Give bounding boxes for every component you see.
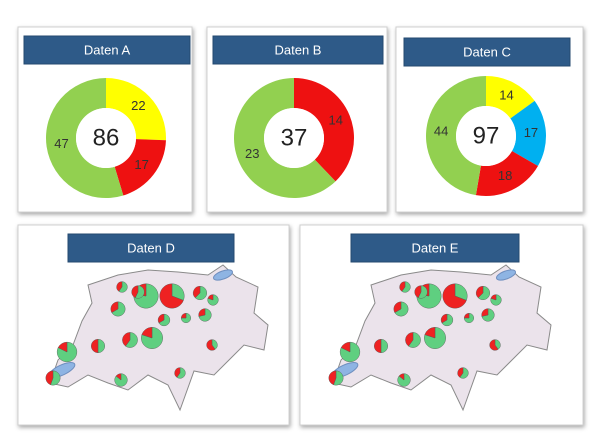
- donut-segment: [475, 151, 538, 197]
- pie-slice: [490, 294, 497, 301]
- pie-slice: [206, 339, 216, 351]
- data-label: 47: [54, 136, 68, 151]
- pie-slice: [408, 332, 421, 348]
- data-label: 14: [499, 87, 513, 102]
- pie-slice: [481, 308, 489, 317]
- panel-title: Daten E: [412, 240, 459, 255]
- panel-title: Daten D: [127, 240, 175, 255]
- pie-slice: [57, 341, 68, 353]
- pie-slice: [111, 301, 126, 317]
- lake: [496, 269, 516, 281]
- title-bar: [67, 233, 235, 263]
- donut-segment: [510, 100, 546, 166]
- pie-slice: [171, 283, 185, 301]
- pie-slice: [180, 312, 187, 319]
- donut-segment: [234, 78, 336, 198]
- donut-hole: [264, 108, 324, 168]
- title-bar: [23, 35, 191, 65]
- pie-slice: [158, 313, 171, 327]
- pie-slice: [116, 281, 123, 292]
- pie-slice: [174, 367, 181, 378]
- pie-slice: [50, 370, 61, 386]
- data-label: 17: [524, 125, 538, 140]
- pie-slice: [393, 301, 402, 313]
- pie-slice: [91, 339, 99, 353]
- pie-slice: [398, 373, 405, 381]
- pie-slice: [476, 286, 484, 299]
- pie-slice: [176, 367, 186, 379]
- pie-slice: [374, 339, 382, 353]
- pie-slice: [463, 312, 474, 323]
- pie-slice: [198, 308, 206, 317]
- pie-slice: [477, 286, 490, 300]
- pie-slice: [399, 281, 406, 292]
- pie-slice: [180, 312, 191, 323]
- donut-total: 86: [93, 124, 120, 151]
- donut-segment: [46, 78, 124, 198]
- donut-segment: [106, 78, 167, 141]
- pie-slice: [454, 283, 468, 301]
- pie-slice: [333, 370, 344, 386]
- pie-slice: [110, 301, 119, 313]
- pie-slice: [193, 286, 201, 299]
- pie-slice: [134, 285, 145, 299]
- donut-segment: [426, 76, 486, 196]
- pie-slice: [417, 285, 428, 299]
- data-label: 17: [134, 157, 148, 172]
- donut-total: 97: [473, 122, 500, 149]
- pie-slice: [159, 283, 184, 309]
- title-bar: [403, 37, 571, 67]
- pie-slice: [122, 332, 131, 347]
- donut-segment: [294, 78, 355, 182]
- data-label: 22: [131, 98, 145, 113]
- pie-slice: [442, 283, 467, 309]
- pie-slice: [207, 294, 219, 306]
- pie-slice: [328, 370, 337, 386]
- data-label: 18: [498, 168, 512, 183]
- pie-slice: [45, 370, 54, 386]
- panel-title: Daten A: [84, 42, 131, 57]
- donut-total: 37: [281, 124, 308, 151]
- title-bar: [350, 233, 520, 263]
- donut-segment: [114, 139, 166, 196]
- pie-slice: [405, 332, 414, 347]
- pie-slice: [141, 327, 153, 339]
- panel-title: Daten C: [463, 44, 511, 59]
- pie-slice: [207, 294, 214, 301]
- pie-slice: [340, 341, 351, 353]
- pie-slice: [194, 286, 207, 300]
- pie-slice: [401, 281, 411, 293]
- pie-slice: [115, 373, 122, 381]
- pie-slice: [131, 285, 139, 298]
- panel-title: Daten B: [275, 42, 322, 57]
- pie-slice: [380, 339, 388, 353]
- data-label: 44: [434, 124, 448, 139]
- pie-slice: [463, 312, 470, 319]
- lake: [213, 269, 233, 281]
- pie-slice: [457, 367, 464, 378]
- donut-hole: [76, 108, 136, 168]
- pie-slice: [424, 327, 446, 349]
- pie-slice: [157, 313, 165, 324]
- pie-slice: [141, 327, 163, 349]
- data-label: 14: [329, 113, 343, 128]
- pie-slice: [490, 294, 502, 306]
- pie-slice: [118, 281, 128, 293]
- pie-slice: [440, 313, 448, 324]
- pie-slice: [394, 301, 409, 317]
- pie-slice: [97, 339, 105, 353]
- data-label: 23: [245, 146, 259, 161]
- pie-slice: [414, 285, 422, 298]
- donut-hole: [456, 106, 516, 166]
- pie-slice: [441, 313, 454, 327]
- donut-segment: [486, 76, 535, 119]
- pie-slice: [125, 332, 138, 348]
- pie-slice: [459, 367, 469, 379]
- title-bar: [212, 35, 384, 65]
- pie-slice: [424, 327, 436, 339]
- pie-slice: [489, 339, 499, 351]
